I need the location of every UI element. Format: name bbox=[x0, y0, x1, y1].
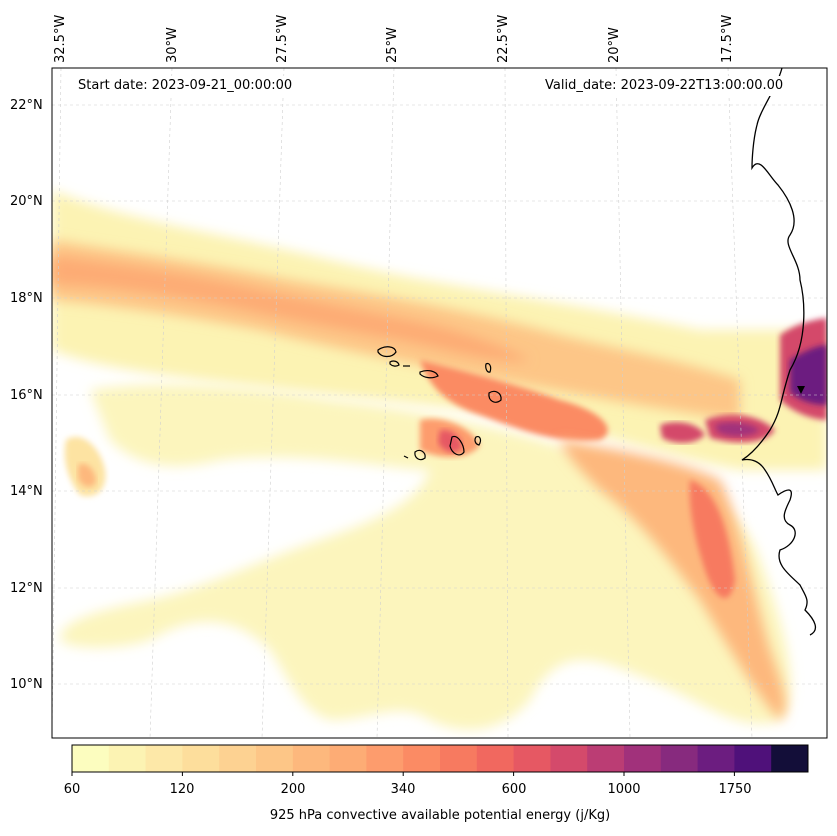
colorbar-swatch bbox=[440, 745, 478, 772]
colorbar-swatch bbox=[108, 745, 147, 772]
colorbar-swatch bbox=[624, 745, 662, 772]
colorbar-tick-label: 120 bbox=[169, 782, 195, 797]
lon-label: 30°W bbox=[165, 27, 180, 63]
colorbar-swatch bbox=[513, 745, 551, 772]
colorbar-swatch bbox=[219, 745, 257, 772]
coastal-marker bbox=[797, 386, 805, 394]
colorbar-swatch bbox=[734, 745, 772, 772]
lon-label: 17.5°W bbox=[720, 14, 735, 63]
lat-label: 12°N bbox=[10, 581, 43, 596]
lat-label: 10°N bbox=[10, 677, 43, 692]
colorbar-tick-label: 60 bbox=[63, 782, 81, 797]
valid-date-label: Valid_date: 2023-09-22T13:00:00.00 bbox=[545, 78, 784, 93]
colorbar-title: 925 hPa convective available potential e… bbox=[269, 808, 611, 823]
colorbar-swatch bbox=[550, 745, 588, 772]
colorbar-swatch bbox=[182, 745, 220, 772]
lon-label: 20°W bbox=[607, 27, 622, 63]
lat-label: 20°N bbox=[10, 194, 43, 209]
colorbar-tick-label: 200 bbox=[280, 782, 306, 797]
lon-label: 27.5°W bbox=[275, 14, 290, 63]
colorbar bbox=[71, 744, 809, 776]
lat-label: 18°N bbox=[10, 291, 43, 306]
colorbar-frame bbox=[71, 744, 809, 773]
colorbar-swatch bbox=[145, 745, 183, 772]
colorbar-swatch bbox=[476, 745, 515, 772]
colorbar-swatch bbox=[587, 745, 625, 772]
colorbar-swatch bbox=[660, 745, 699, 772]
colorbar-tick-label: 1000 bbox=[607, 782, 641, 797]
colorbar-swatch bbox=[256, 745, 294, 772]
start-date-label: Start date: 2023-09-21_00:00:00 bbox=[78, 78, 293, 93]
colorbar-swatch bbox=[771, 745, 809, 772]
lon-label: 25°W bbox=[385, 27, 400, 63]
colorbar-swatch bbox=[366, 745, 404, 772]
lat-label: 16°N bbox=[10, 388, 43, 403]
colorbar-swatch bbox=[292, 745, 331, 772]
lon-label: 32.5°W bbox=[53, 14, 68, 63]
lat-label: 22°N bbox=[10, 98, 43, 113]
colorbar-tick-label: 1750 bbox=[718, 782, 752, 797]
colorbar-tick-label: 600 bbox=[501, 782, 527, 797]
colorbar-tick-label: 340 bbox=[390, 782, 416, 797]
colorbar-swatch bbox=[329, 745, 367, 772]
graticule bbox=[51, 67, 827, 739]
lat-label: 14°N bbox=[10, 484, 43, 499]
colorbar-swatch bbox=[403, 745, 441, 772]
map-frame bbox=[51, 67, 828, 739]
colorbar-swatch bbox=[72, 745, 110, 772]
lon-label: 22.5°W bbox=[496, 14, 511, 63]
cape-field bbox=[52, 190, 827, 730]
africa-coastline bbox=[741, 67, 817, 636]
cape-verde-islands bbox=[377, 346, 502, 461]
colorbar-swatch bbox=[697, 745, 735, 772]
